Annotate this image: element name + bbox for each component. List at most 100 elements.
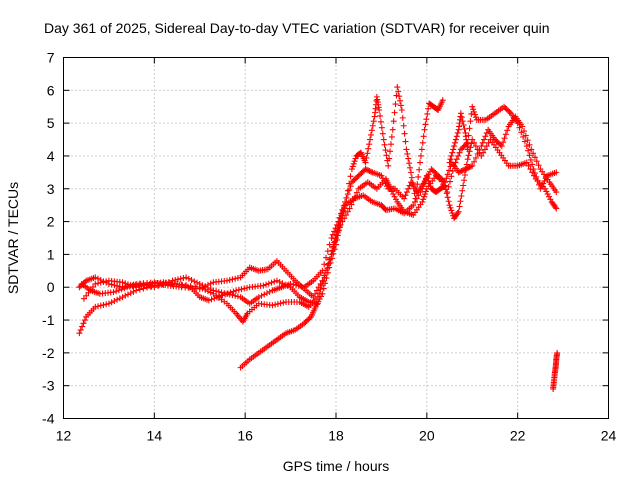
y-tick-label: -3	[42, 378, 55, 394]
data-point	[327, 259, 334, 266]
data-point	[415, 192, 422, 199]
data-point	[546, 193, 553, 200]
data-point	[381, 177, 388, 184]
data-point	[431, 168, 438, 175]
data-point	[323, 254, 330, 261]
data-point	[79, 323, 86, 330]
data-point	[336, 223, 343, 230]
data-point	[174, 276, 181, 283]
data-point	[348, 166, 355, 173]
data-point	[329, 231, 336, 238]
data-point	[376, 107, 383, 114]
data-point	[330, 250, 337, 257]
data-point	[419, 198, 426, 205]
data-point	[76, 330, 83, 337]
data-point	[76, 284, 83, 291]
data-point	[535, 162, 542, 169]
data-point	[460, 182, 467, 189]
data-point	[494, 139, 501, 146]
series-track-4	[80, 277, 321, 307]
data-point	[536, 181, 543, 188]
data-point	[272, 301, 279, 308]
data-point	[454, 210, 461, 217]
data-point	[330, 244, 337, 251]
data-point	[378, 172, 385, 179]
data-point	[229, 276, 236, 283]
x-tick-label: 12	[56, 428, 72, 444]
data-point	[398, 107, 405, 114]
data-point	[119, 279, 126, 286]
data-point	[124, 284, 131, 291]
data-point	[530, 150, 537, 157]
data-point	[523, 159, 530, 166]
data-point	[476, 147, 483, 154]
data-point	[266, 288, 273, 295]
data-point	[342, 202, 349, 209]
data-point	[436, 173, 443, 180]
data-point	[111, 298, 118, 305]
data-point	[547, 196, 554, 203]
y-tick-label: 6	[47, 82, 55, 98]
data-point	[103, 301, 110, 308]
data-point	[481, 136, 488, 143]
data-point	[418, 146, 425, 153]
data-point	[449, 210, 456, 217]
data-point	[224, 290, 231, 297]
data-point	[243, 284, 250, 291]
data-point	[451, 143, 458, 150]
data-point	[366, 168, 373, 175]
data-point	[274, 300, 281, 307]
data-point	[420, 196, 427, 203]
data-point	[81, 317, 88, 324]
data-point	[348, 179, 355, 186]
data-point	[343, 194, 350, 201]
data-point	[284, 282, 291, 289]
data-point	[302, 319, 309, 326]
data-point	[305, 316, 312, 323]
data-point	[188, 277, 195, 284]
data-point	[138, 282, 145, 289]
data-point	[214, 294, 221, 301]
data-point	[522, 132, 529, 139]
data-point	[265, 280, 272, 287]
data-point	[446, 178, 453, 185]
data-point	[529, 169, 536, 176]
data-point	[319, 277, 326, 284]
data-point	[385, 162, 392, 169]
data-point	[439, 176, 446, 183]
data-point	[322, 280, 329, 287]
data-point	[130, 288, 137, 295]
data-point	[553, 189, 560, 196]
data-point	[135, 283, 142, 290]
data-point	[458, 114, 465, 121]
data-point	[377, 112, 384, 119]
data-point	[463, 165, 470, 172]
data-point	[516, 124, 523, 131]
data-point	[397, 102, 404, 109]
data-point	[339, 212, 346, 219]
data-point	[394, 84, 401, 91]
data-point	[537, 185, 544, 192]
y-tick-label: -2	[42, 345, 55, 361]
data-point	[392, 101, 399, 108]
data-point	[553, 169, 560, 176]
data-point	[366, 141, 373, 148]
data-point	[227, 289, 234, 296]
data-point	[97, 302, 104, 309]
data-point	[179, 282, 186, 289]
data-point	[362, 159, 369, 166]
data-point	[543, 188, 550, 195]
data-point	[530, 166, 537, 173]
data-point	[260, 282, 267, 289]
data-point	[471, 158, 478, 165]
data-point	[383, 183, 390, 190]
data-point	[180, 275, 187, 282]
data-point	[144, 281, 151, 288]
data-point	[478, 143, 485, 150]
data-point	[459, 118, 466, 125]
data-point	[386, 155, 393, 162]
data-point	[444, 194, 451, 201]
data-point	[215, 288, 222, 295]
data-point	[92, 274, 99, 281]
data-point	[280, 299, 287, 306]
